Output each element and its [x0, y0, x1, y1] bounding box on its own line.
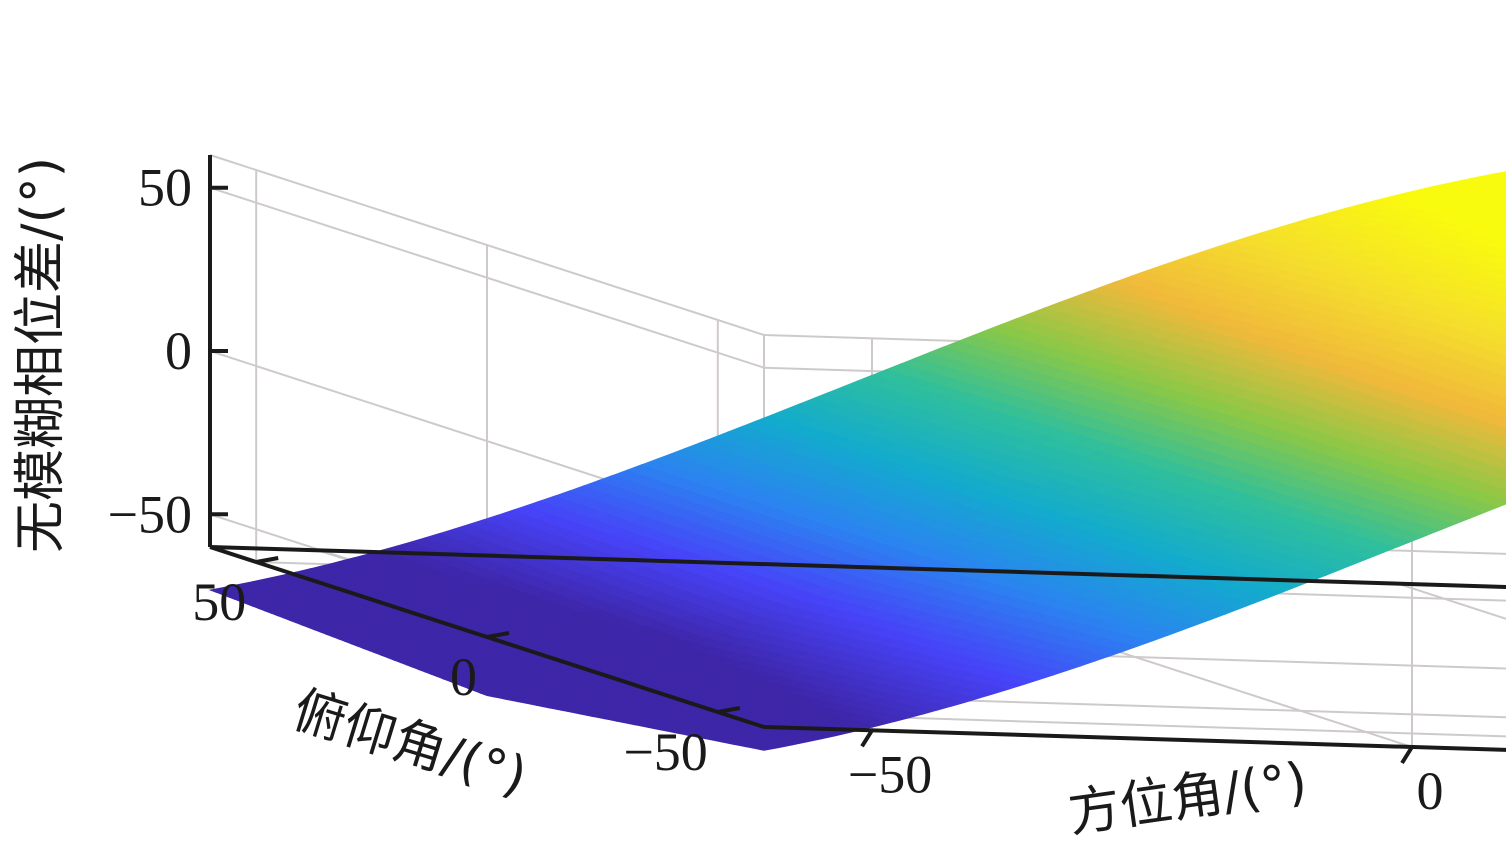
surface-layer: [208, 171, 1506, 751]
box-edge-left-top: [209, 154, 765, 336]
grid-line-floor-y: [717, 711, 1506, 738]
surface-patch: [1497, 473, 1506, 480]
grid-line-floor-x: [1397, 582, 1506, 620]
surface-patch: [1495, 482, 1506, 489]
